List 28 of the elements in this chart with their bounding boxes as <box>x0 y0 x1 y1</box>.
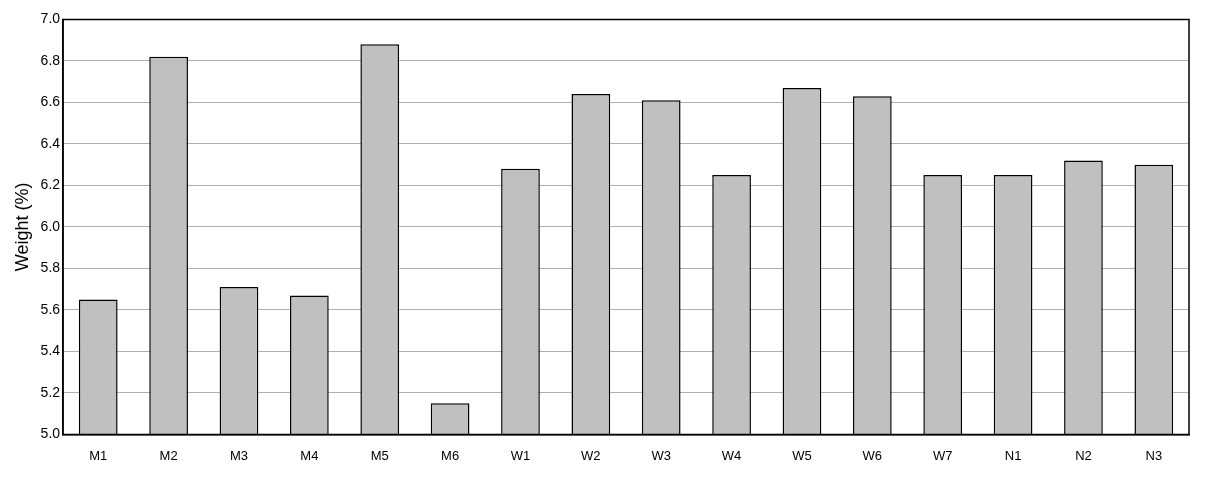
x-tick-label: W1 <box>510 447 531 463</box>
y-tick-label: 5.8 <box>40 259 61 276</box>
x-tick-label: M5 <box>370 447 389 463</box>
y-tick-label: 6.2 <box>40 176 61 193</box>
x-tick-label: N2 <box>1075 447 1092 463</box>
y-tick-label: 7.0 <box>40 10 61 27</box>
y-tick-label: 6.8 <box>40 51 61 68</box>
y-tick-label: 6.6 <box>40 93 61 110</box>
x-tick-label: W2 <box>581 447 601 463</box>
x-tick-label: W4 <box>721 447 742 463</box>
x-tick-label: N1 <box>1004 447 1022 463</box>
y-axis-title: Weight (%) <box>11 182 32 272</box>
x-tick-label: M4 <box>300 447 319 463</box>
x-tick-label: W3 <box>651 447 671 463</box>
x-tick-label: N3 <box>1145 447 1163 463</box>
x-tick-label: M2 <box>159 447 178 463</box>
x-tick-label: M3 <box>229 447 249 463</box>
y-tick-label: 5.2 <box>40 383 61 400</box>
y-tick-label: 6.4 <box>40 134 61 151</box>
x-tick-label: W5 <box>792 447 812 463</box>
y-tick-label: 6.0 <box>40 217 61 234</box>
x-tick-label: M1 <box>89 447 108 463</box>
y-tick-label: 5.6 <box>40 300 61 317</box>
x-tick-label: W6 <box>862 447 883 463</box>
y-tick-label: 5.4 <box>40 342 61 359</box>
x-tick-label: M6 <box>441 447 460 463</box>
x-tick-label: W7 <box>932 447 953 463</box>
y-tick-label: 5.0 <box>40 425 61 442</box>
